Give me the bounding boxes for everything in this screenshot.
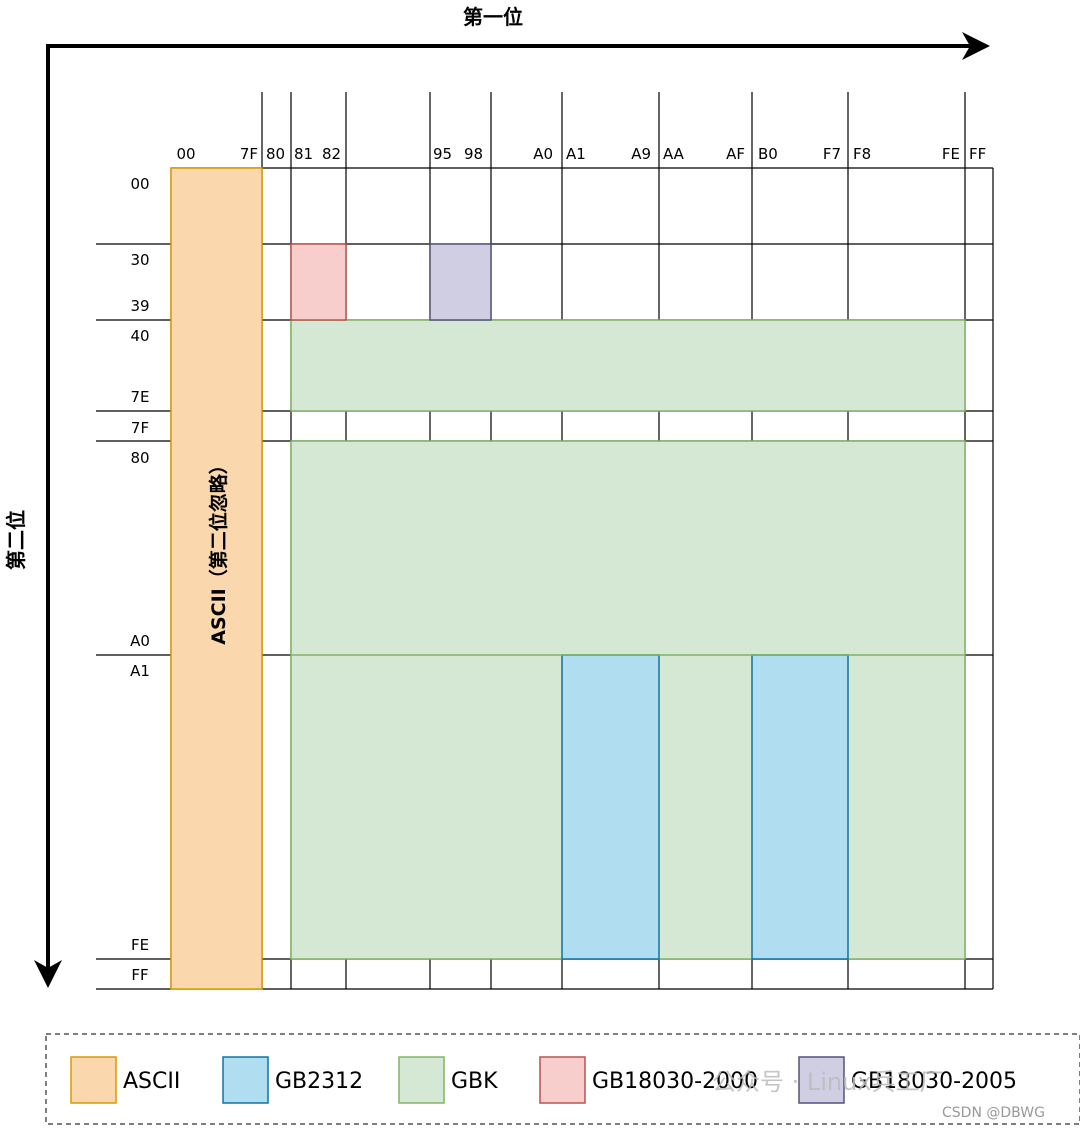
legend: ASCII GB2312 GBK GB18030-2000 GB18030-2005 [45,1033,1080,1125]
x-tick-label: A0 [533,145,553,163]
x-axis-arrowhead [962,32,990,60]
legend-swatch [798,1056,845,1104]
x-tick-labels: 00 7F 80 81 82 95 98 A0 A1 A9 AA AF B0 F7 F8 FE FF [176,145,986,163]
y-tick-label: A0 [130,632,150,650]
x-tick-label: FE [942,145,960,163]
legend-border [45,1033,1080,1125]
watermark-credit: CSDN @DBWG [942,1105,1045,1121]
x-tick-label: 00 [176,145,195,163]
gb18030-2000-region [290,243,347,321]
y-tick-label: 40 [130,327,149,345]
legend-swatch [222,1056,269,1104]
y-axis-arrowhead [34,960,62,988]
x-tick-label: F7 [823,145,841,163]
legend-label: GB18030-2000 [592,1069,758,1094]
x-tick-label: FF [969,145,986,163]
x-axis-title: 第一位 [463,5,523,29]
x-tick-label: AF [726,145,745,163]
legend-label: GB2312 [275,1069,363,1094]
ascii-region [170,167,263,990]
legend-swatch [539,1056,586,1104]
y-tick-label: 7F [131,419,149,437]
x-tick-label: 7F [240,145,258,163]
x-tick-label: 82 [322,145,341,163]
legend-swatch [70,1056,117,1104]
gb18030-2005-region [429,243,492,321]
legend-swatch [398,1056,445,1104]
axes: 第一位 第二位 [4,5,990,988]
y-tick-label: FF [131,966,148,984]
x-tick-label: 95 [433,145,452,163]
y-tick-label: 00 [130,175,149,193]
x-tick-label: B0 [758,145,778,163]
watermark-text: 公众号 · Linux兵工厂 [712,1068,944,1096]
regions [170,167,966,990]
legend-label: GBK [451,1069,498,1094]
gb2312-region-a1-a9 [561,654,660,960]
y-tick-labels: 00 30 39 40 7E 7F 80 A0 A1 FE FF [130,175,150,984]
x-tick-label: 81 [294,145,313,163]
legend-label: GB18030-2005 [851,1069,1017,1094]
x-tick-label: F8 [853,145,871,163]
y-tick-label: FE [131,936,149,954]
legend-label: ASCII [123,1069,180,1094]
y-tick-label: 30 [130,251,149,269]
x-tick-label: 80 [266,145,285,163]
y-tick-label: A1 [130,662,150,680]
x-tick-label: A1 [566,145,586,163]
y-tick-label: 39 [130,297,149,315]
gbk-region-40-7e [290,319,966,412]
ascii-region-label: ASCII（第二位忽略） [207,455,230,644]
x-tick-label: A9 [631,145,651,163]
y-axis-title: 第二位 [4,510,28,570]
y-tick-label: 80 [130,449,149,467]
gb2312-region-b0-f7 [751,654,849,960]
watermark: 公众号 · Linux兵工厂 CSDN @DBWG [712,1068,1045,1121]
x-tick-label: AA [663,145,685,163]
y-tick-label: 7E [130,388,149,406]
x-tick-label: 98 [464,145,483,163]
